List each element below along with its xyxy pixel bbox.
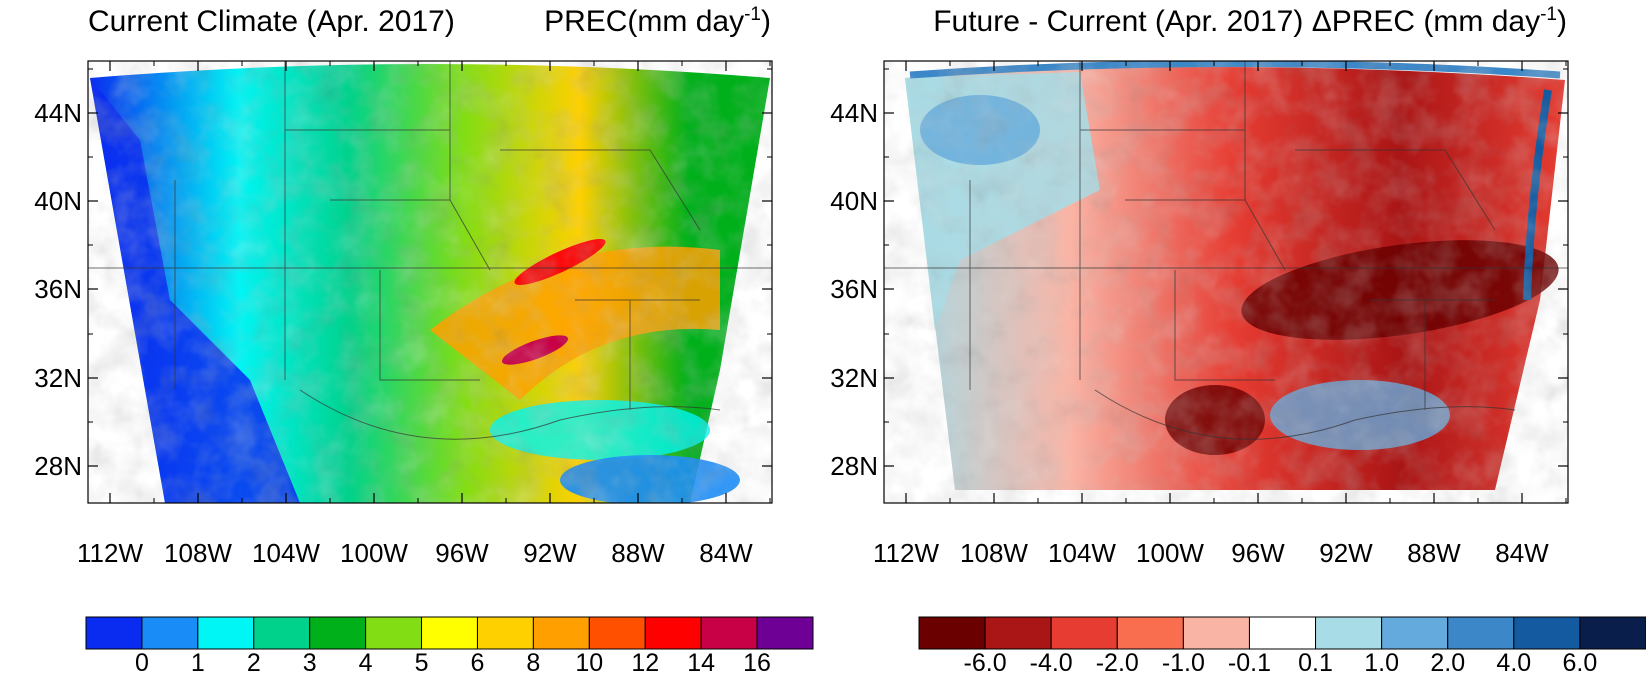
lat-tick-label: 36N	[830, 274, 878, 304]
right-map-frame	[883, 60, 1569, 504]
lon-tick-label: 88W	[1407, 538, 1461, 568]
colorbar-swatch	[1513, 616, 1581, 650]
colorbar-swatch	[1182, 616, 1250, 650]
lon-tick-label: 96W	[435, 538, 489, 568]
colorbar-swatch	[918, 616, 986, 650]
lon-tick-label: 108W	[164, 538, 232, 568]
lat-tick-label: 28N	[34, 451, 82, 481]
colorbar-label: -6.0	[964, 649, 1007, 677]
lat-tick-label: 40N	[34, 186, 82, 216]
colorbar-label: 8	[526, 649, 540, 677]
right-latitude-axis: 44N 40N 36N 32N 28N	[830, 68, 1568, 481]
colorbar-swatch	[309, 616, 367, 650]
colorbar-label: 4	[359, 649, 373, 677]
lat-tick-label: 28N	[830, 451, 878, 481]
lon-tick-label: 92W	[523, 538, 577, 568]
colorbar-swatch	[1447, 616, 1515, 650]
left-map-panel: Current Climate (Apr. 2017) PREC(mm day-…	[34, 4, 814, 677]
lon-tick-label: 84W	[699, 538, 753, 568]
lat-tick-label: 32N	[830, 363, 878, 393]
colorbar-label: -0.1	[1228, 649, 1271, 677]
lat-tick-label: 32N	[34, 363, 82, 393]
left-panel-title: Current Climate (Apr. 2017)	[88, 5, 455, 38]
colorbar-label: 0.1	[1298, 649, 1333, 677]
colorbar-swatch	[1116, 616, 1184, 650]
lon-tick-label: 96W	[1231, 538, 1285, 568]
lon-tick-label: 100W	[1136, 538, 1204, 568]
lon-tick-label: 88W	[611, 538, 665, 568]
lat-tick-label: 40N	[830, 186, 878, 216]
colorbar-label: 10	[575, 649, 603, 677]
colorbar-swatch	[644, 616, 702, 650]
lat-tick-label: 36N	[34, 274, 82, 304]
lat-tick-label: 44N	[830, 98, 878, 128]
colorbar-swatch	[197, 616, 255, 650]
colorbar-label: -2.0	[1096, 649, 1139, 677]
colorbar-label: 5	[415, 649, 429, 677]
colorbar-label: -1.0	[1162, 649, 1205, 677]
right-map-panel: Future - Current (Apr. 2017) ΔPREC (mm d…	[830, 4, 1646, 677]
colorbar-swatch	[588, 616, 646, 650]
colorbar-swatch	[1579, 616, 1646, 650]
colorbar-label: 2	[247, 649, 261, 677]
colorbar-swatch	[253, 616, 311, 650]
lon-tick-label: 108W	[960, 538, 1028, 568]
colorbar-swatch	[141, 616, 199, 650]
colorbar-label: -4.0	[1030, 649, 1073, 677]
colorbar-swatch	[1381, 616, 1449, 650]
lon-tick-label: 112W	[873, 538, 939, 568]
left-longitude-axis: 112W 108W 104W 100W 96W 92W 88W 84W	[77, 61, 771, 568]
left-latitude-axis: 44N 40N 36N 32N 28N	[34, 68, 772, 481]
right-colorbar: -6.0 -4.0 -2.0 -1.0 -0.1 0.1 1.0 2.0 4.0 6.0	[918, 616, 1646, 677]
colorbar-swatch	[1050, 616, 1118, 650]
left-state-boundaries	[88, 61, 772, 440]
colorbar-swatch	[532, 616, 590, 650]
colorbar-label: 16	[743, 649, 771, 677]
colorbar-label: 12	[631, 649, 659, 677]
colorbar-swatch	[476, 616, 534, 650]
colorbar-swatch	[1315, 616, 1383, 650]
left-map-frame	[87, 60, 773, 504]
colorbar-label: 0	[135, 649, 149, 677]
colorbar-label: 6	[471, 649, 485, 677]
colorbar-swatch	[85, 616, 143, 650]
colorbar-swatch	[1248, 616, 1317, 650]
colorbar-swatch	[756, 616, 814, 650]
lon-tick-label: 104W	[252, 538, 320, 568]
colorbar-swatch	[984, 616, 1052, 650]
left-panel-variable-title: PREC(mm day-1)	[544, 4, 771, 38]
colorbar-swatch	[421, 616, 478, 650]
right-longitude-axis: 112W 108W 104W 100W 96W 92W 88W 84W	[873, 61, 1567, 568]
colorbar-label: 1	[191, 649, 205, 677]
lon-tick-label: 104W	[1048, 538, 1116, 568]
left-colorbar: 0 1 2 3 4 5 6 8 10 12 14 16	[85, 616, 814, 677]
colorbar-swatch	[700, 616, 758, 650]
colorbar-label: 6.0	[1563, 649, 1598, 677]
colorbar-label: 3	[303, 649, 317, 677]
lat-tick-label: 44N	[34, 98, 82, 128]
colorbar-swatch	[365, 616, 423, 650]
colorbar-label: 4.0	[1496, 649, 1531, 677]
colorbar-label: 2.0	[1430, 649, 1465, 677]
colorbar-label: 1.0	[1364, 649, 1399, 677]
lon-tick-label: 92W	[1319, 538, 1373, 568]
right-state-boundaries	[884, 61, 1568, 440]
lon-tick-label: 100W	[340, 538, 408, 568]
lon-tick-label: 84W	[1495, 538, 1549, 568]
lon-tick-label: 112W	[77, 538, 143, 568]
right-panel-title: Future - Current (Apr. 2017) ΔPREC (mm d…	[933, 4, 1567, 38]
colorbar-label: 14	[687, 649, 715, 677]
